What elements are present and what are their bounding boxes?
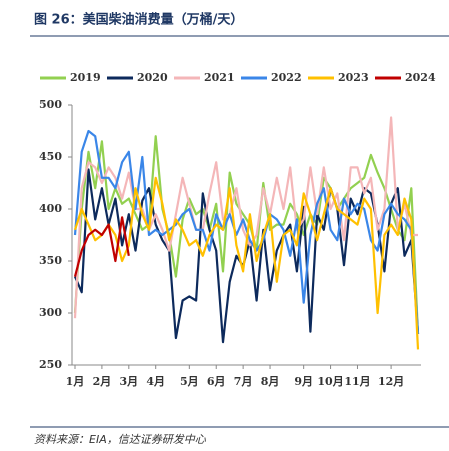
x-tick-label: 11月 <box>344 375 370 388</box>
x-tick-label: 10月 <box>317 375 343 388</box>
legend-label: 2019 <box>70 71 101 84</box>
legend-label: 2023 <box>338 71 369 84</box>
y-tick-label: 500 <box>39 98 62 111</box>
x-tick-label: 7月 <box>234 375 253 388</box>
series-line <box>73 176 420 350</box>
x-tick-label: 3月 <box>119 375 138 388</box>
x-tick-label: 8月 <box>261 375 280 388</box>
series-line <box>73 216 130 277</box>
x-tick-label: 1月 <box>66 375 85 388</box>
legend-label: 2021 <box>204 71 235 84</box>
y-tick-label: 450 <box>39 150 62 163</box>
y-tick-label: 350 <box>39 254 62 267</box>
chart-title: 图 26：美国柴油消费量（万桶/天） <box>34 12 243 28</box>
legend-label: 2022 <box>271 71 302 84</box>
x-tick-label: 12月 <box>378 375 404 388</box>
x-tick-label: 4月 <box>146 375 165 388</box>
series-line <box>73 129 420 334</box>
legend-label: 2024 <box>405 71 436 84</box>
y-tick-label: 400 <box>39 202 62 215</box>
series-line <box>73 168 420 344</box>
x-tick-label: 6月 <box>207 375 226 388</box>
x-tick-label: 2月 <box>93 375 112 388</box>
source: 资料来源：EIA，信达证券研发中心 <box>34 433 207 446</box>
y-tick-label: 300 <box>39 306 62 319</box>
legend-label: 2020 <box>137 71 168 84</box>
x-tick-label: 9月 <box>294 375 313 388</box>
x-tick-label: 5月 <box>180 375 199 388</box>
y-tick-label: 250 <box>39 358 62 371</box>
